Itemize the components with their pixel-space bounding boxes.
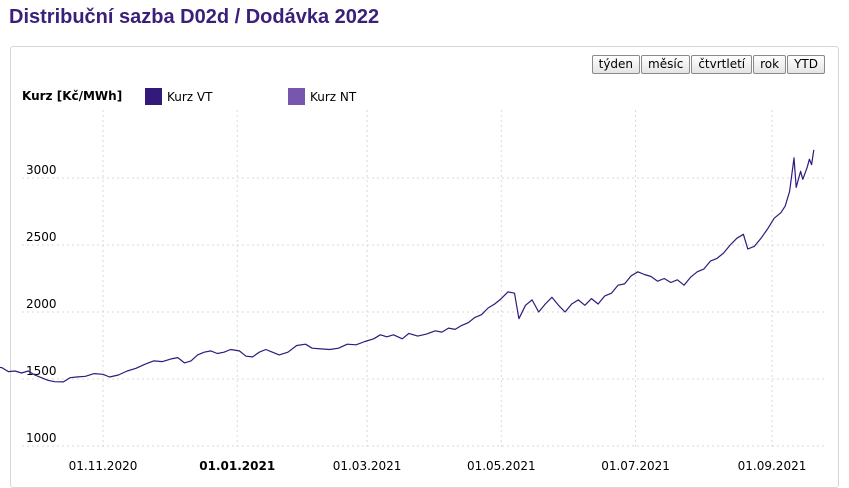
x-tick-label: 01.01.2021 — [199, 459, 275, 473]
page-title: Distribuční sazba D02d / Dodávka 2022 — [9, 6, 380, 28]
range-ytd-button[interactable]: YTD — [787, 55, 825, 74]
range-week-button[interactable]: týden — [591, 55, 641, 74]
legend-item-nt[interactable]: Kurz NT — [288, 88, 356, 105]
x-tick-label: 01.03.2021 — [333, 459, 402, 473]
y-tick-label: 1500 — [26, 364, 57, 378]
range-year-button[interactable]: rok — [753, 55, 787, 74]
y-tick-label: 1000 — [26, 431, 57, 445]
legend-item-vt[interactable]: Kurz VT — [145, 88, 212, 105]
y-tick-label: 3000 — [26, 163, 57, 177]
y-tick-label: 2500 — [26, 230, 57, 244]
x-tick-label: 01.11.2020 — [69, 459, 138, 473]
legend-label-vt: Kurz VT — [167, 89, 213, 104]
legend-swatch-nt — [288, 88, 305, 105]
x-tick-label: 01.05.2021 — [467, 459, 536, 473]
x-tick-label: 01.09.2021 — [738, 459, 807, 473]
range-month-button[interactable]: měsíc — [641, 55, 691, 74]
range-quarter-button[interactable]: čtvrtletí — [691, 55, 753, 74]
y-tick-label: 2000 — [26, 297, 57, 311]
x-tick-label: 01.07.2021 — [601, 459, 670, 473]
y-axis-label: Kurz [Kč/MWh] — [22, 89, 123, 103]
range-selector: týden měsíc čtvrtletí rok YTD — [591, 55, 825, 74]
legend-label-nt: Kurz NT — [310, 89, 357, 104]
chart-panel — [10, 46, 839, 488]
series-line-vt — [0, 149, 815, 383]
legend-swatch-vt — [145, 88, 162, 105]
